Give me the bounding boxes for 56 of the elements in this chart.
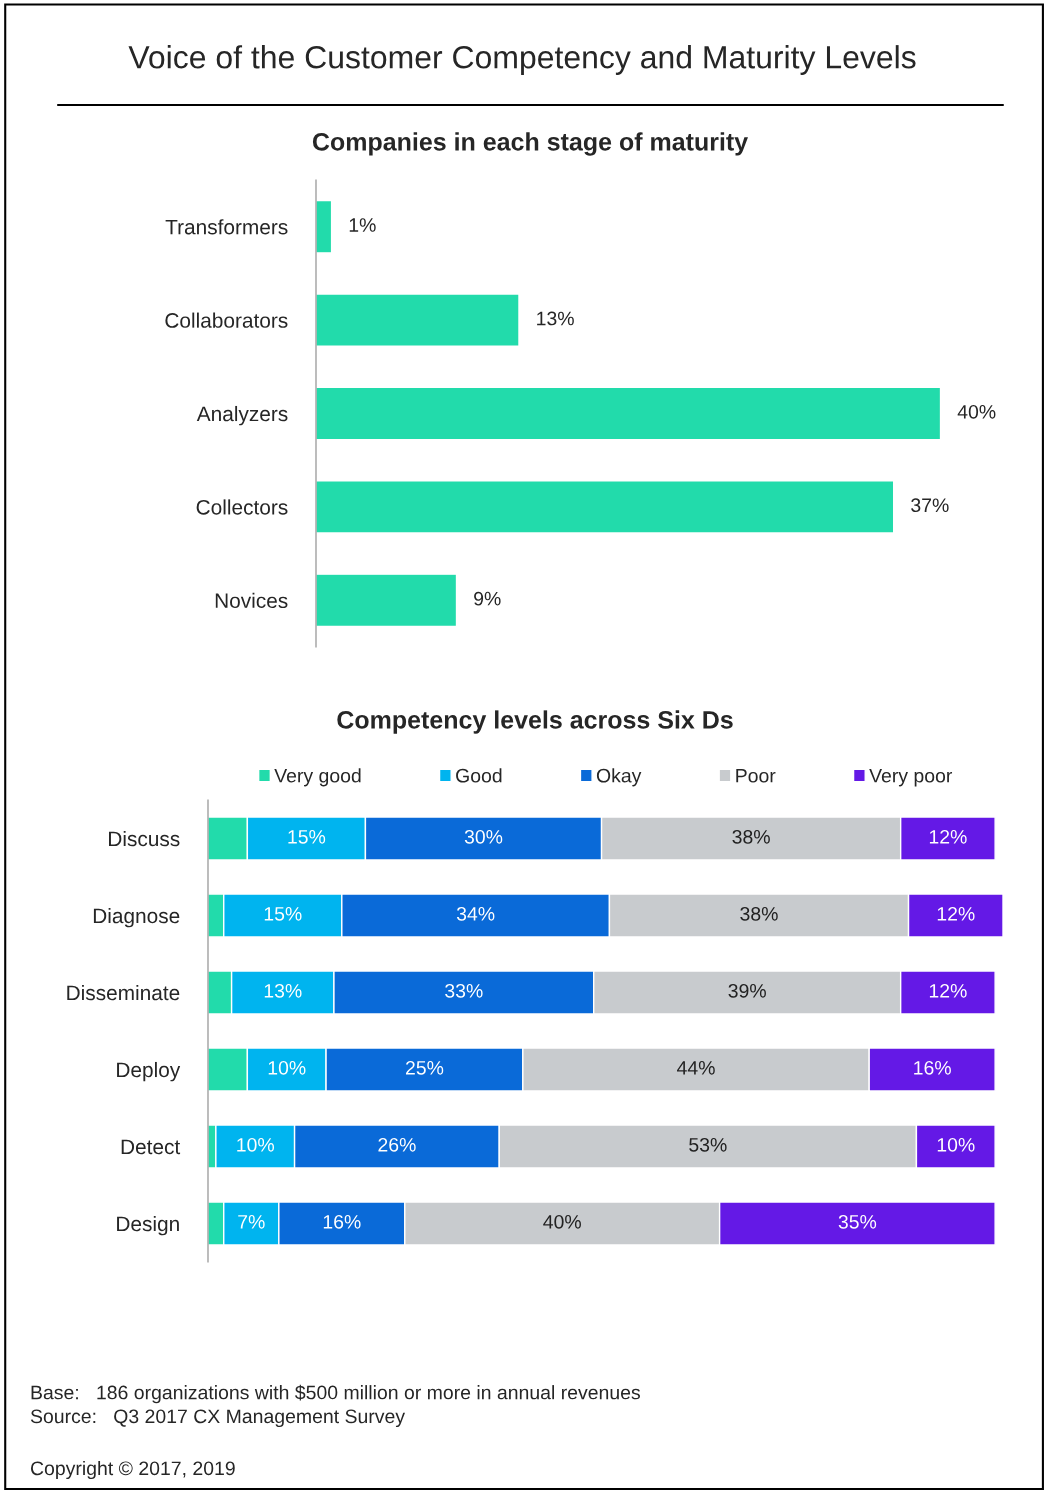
data-label: 30% — [464, 829, 503, 844]
y-tick-label: Discuss — [109, 830, 180, 847]
bar — [316, 573, 458, 628]
data-label: 12% — [929, 829, 967, 844]
y-tick-label: Analyzers — [196, 405, 288, 426]
y-tick-label: Diagnose — [93, 907, 180, 928]
data-label: 13% — [264, 983, 302, 998]
data-label: 26% — [378, 1137, 416, 1152]
data-label: 35% — [838, 1214, 877, 1229]
bar — [316, 386, 942, 441]
y-tick-label: Detect — [121, 1139, 181, 1155]
data-label: 12% — [929, 983, 967, 998]
legend-label: Poor — [736, 768, 776, 783]
data-label: 37% — [911, 498, 949, 513]
data-label: 15% — [288, 830, 326, 844]
source-note: Source: Q3 2017 CX Management Survey — [30, 1409, 406, 1428]
data-label: 16% — [914, 1060, 951, 1075]
data-label: 15% — [264, 907, 302, 921]
bar — [316, 199, 333, 254]
data-label: 39% — [728, 983, 766, 998]
data-label: 40% — [957, 404, 996, 419]
data-label: 10% — [268, 1060, 306, 1075]
data-label: 13% — [537, 311, 574, 326]
y-tick-label: Collectors — [196, 499, 288, 515]
data-label: 25% — [405, 1060, 444, 1075]
data-label: 9% — [474, 591, 501, 606]
data-label: 10% — [237, 1137, 274, 1152]
data-label: 40% — [543, 1214, 581, 1229]
data-label: 1% — [349, 218, 376, 232]
legend-label: Good — [456, 768, 502, 783]
data-label: 53% — [689, 1137, 727, 1152]
data-label: 33% — [445, 983, 483, 998]
legend-label: Very poor — [869, 768, 953, 787]
chart-title: Voice of the Customer Competency and Maturity Levels — [128, 45, 916, 75]
chart-title: Competency levels across Six Ds — [337, 710, 733, 734]
chart-subtitle: Companies in each stage of maturity — [312, 132, 748, 156]
y-tick-label: Collaborators — [165, 312, 288, 328]
data-label: 12% — [937, 906, 975, 921]
text: Copyright © 2017, 2019 — [30, 1460, 235, 1480]
data-label: 7% — [238, 1215, 265, 1229]
y-tick-label: Disseminate — [67, 984, 180, 1001]
y-tick-label: Novices — [215, 592, 288, 609]
data-label: 34% — [456, 906, 495, 921]
legend-label: Okay — [596, 768, 642, 787]
bar — [316, 480, 895, 534]
data-label: 44% — [677, 1061, 715, 1075]
text: Base: 186 organizations with $500 million or more in annual revenues — [31, 1384, 640, 1404]
data-label: 16% — [323, 1214, 361, 1229]
bar — [316, 293, 520, 347]
y-tick-label: Design — [117, 1215, 179, 1236]
data-label: 38% — [740, 906, 778, 921]
data-label: 38% — [732, 829, 770, 844]
data-label: 10% — [937, 1137, 975, 1152]
legend-label: Very good — [274, 768, 361, 787]
y-tick-label: Transformers — [165, 219, 288, 235]
y-tick-label: Deploy — [117, 1061, 181, 1082]
